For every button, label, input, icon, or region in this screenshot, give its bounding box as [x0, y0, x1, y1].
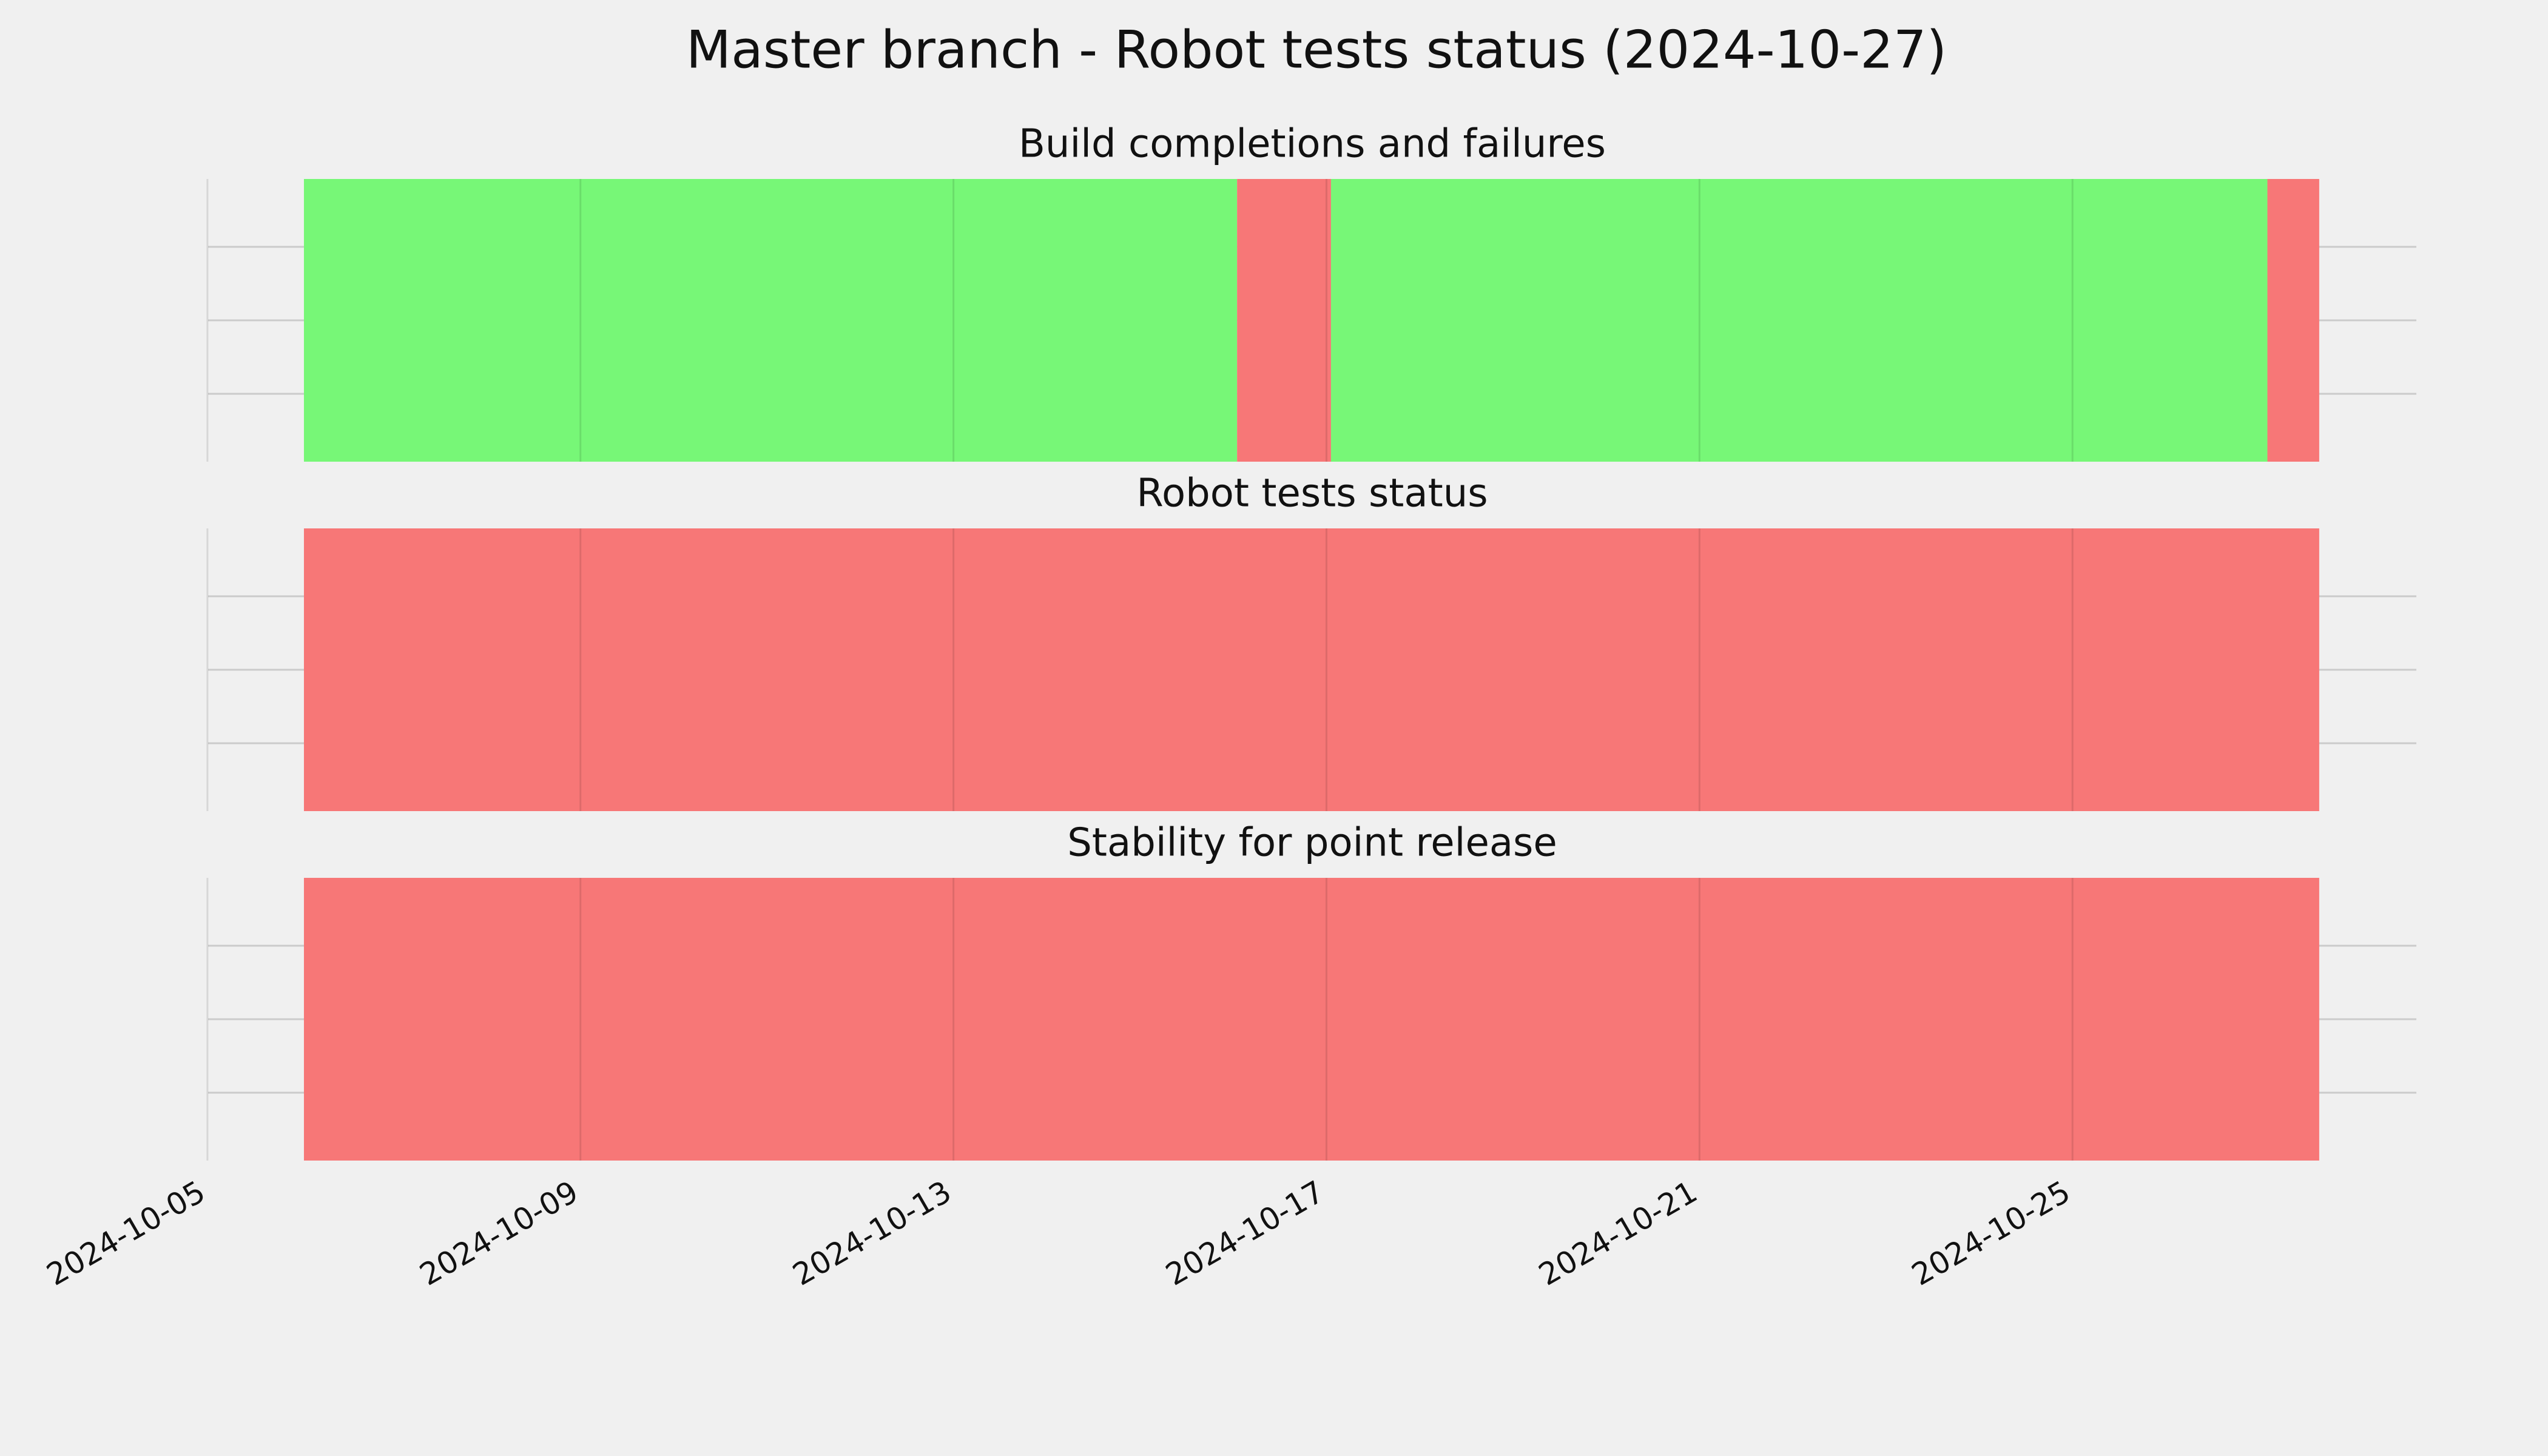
chart-title: Master branch - Robot tests status (2024… [686, 19, 1947, 80]
panel-title: Stability for point release [1067, 821, 1557, 866]
span [1330, 179, 2268, 462]
panel-title: Robot tests status [1136, 471, 1488, 516]
span [303, 878, 2319, 1161]
span [303, 528, 2319, 811]
panel-title: Build completions and failures [1019, 122, 1606, 167]
span [1237, 179, 1331, 462]
span [2267, 179, 2319, 462]
span [303, 179, 1238, 462]
